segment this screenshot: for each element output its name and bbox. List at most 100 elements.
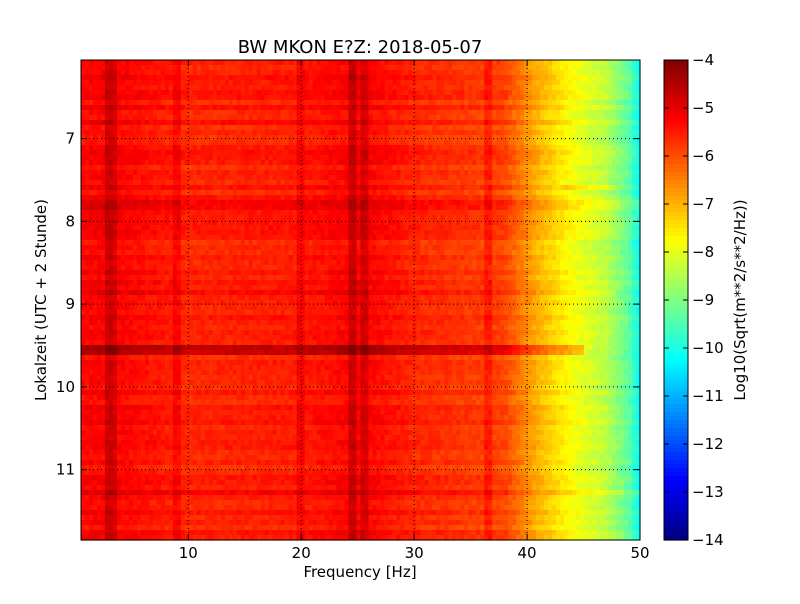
- heatmap-cell: [132, 220, 138, 226]
- heatmap-cell: [260, 145, 266, 151]
- heatmap-cell: [292, 165, 298, 171]
- heatmap-cell: [400, 115, 406, 121]
- heatmap-cell: [156, 170, 162, 176]
- heatmap-cell: [368, 195, 374, 201]
- heatmap-cell: [116, 135, 122, 141]
- heatmap-cell: [576, 200, 581, 206]
- heatmap-cell: [268, 230, 274, 236]
- heatmap-cell: [344, 165, 350, 171]
- heatmap-cell: [432, 85, 437, 91]
- heatmap-cell: [84, 85, 90, 91]
- heatmap-cell: [416, 220, 421, 226]
- heatmap-cell: [552, 130, 557, 136]
- heatmap-cell: [528, 205, 533, 211]
- heatmap-cell: [612, 205, 617, 211]
- heatmap-cell: [356, 205, 362, 211]
- heatmap-cell: [432, 70, 437, 76]
- heatmap-cell: [148, 235, 154, 241]
- heatmap-cell: [512, 175, 517, 181]
- heatmap-cell: [196, 110, 202, 116]
- heatmap-cell: [536, 70, 541, 76]
- heatmap-cell: [348, 140, 354, 146]
- heatmap-cell: [424, 100, 429, 106]
- heatmap-cell: [576, 75, 581, 81]
- heatmap-cell: [484, 165, 489, 171]
- heatmap-cell: [504, 230, 509, 236]
- heatmap-cell: [436, 200, 441, 206]
- heatmap-cell: [592, 185, 597, 191]
- heatmap-cell: [88, 180, 94, 186]
- heatmap-cell: [244, 230, 250, 236]
- heatmap-cell: [528, 105, 533, 111]
- heatmap-cell: [600, 210, 605, 216]
- heatmap-cell: [520, 205, 525, 211]
- heatmap-cell: [372, 165, 378, 171]
- heatmap-cell: [228, 215, 234, 221]
- heatmap-cell: [200, 195, 206, 201]
- heatmap-cell: [260, 180, 266, 186]
- heatmap-cell: [440, 205, 445, 211]
- heatmap-cell: [556, 80, 561, 86]
- heatmap-cell: [484, 220, 489, 226]
- heatmap-cell: [108, 135, 114, 141]
- heatmap-cell: [320, 195, 326, 201]
- heatmap-cell: [296, 90, 302, 96]
- heatmap-cell: [480, 155, 485, 161]
- heatmap-cell: [272, 85, 278, 91]
- heatmap-cell: [384, 175, 390, 181]
- heatmap-cell: [208, 150, 214, 156]
- heatmap-cell: [624, 210, 629, 216]
- heatmap-cell: [456, 230, 461, 236]
- heatmap-cell: [116, 125, 122, 131]
- heatmap-cell: [628, 205, 633, 211]
- heatmap-cell: [104, 205, 110, 211]
- heatmap-cell: [444, 205, 449, 211]
- heatmap-cell: [312, 145, 318, 151]
- heatmap-cell: [480, 195, 485, 201]
- heatmap-cell: [596, 95, 601, 101]
- heatmap-cell: [516, 145, 521, 151]
- heatmap-cell: [420, 105, 425, 111]
- heatmap-cell: [412, 195, 417, 201]
- heatmap-cell: [180, 195, 186, 201]
- heatmap-cell: [280, 75, 286, 81]
- heatmap-cell: [288, 105, 294, 111]
- heatmap-cell: [144, 125, 150, 131]
- heatmap-cell: [420, 165, 425, 171]
- heatmap-cell: [400, 160, 406, 166]
- heatmap-cell: [476, 100, 481, 106]
- heatmap-cell: [444, 70, 449, 76]
- heatmap-cell: [316, 155, 322, 161]
- heatmap-cell: [628, 80, 633, 86]
- heatmap-cell: [264, 125, 270, 131]
- heatmap-cell: [520, 110, 525, 116]
- heatmap-cell: [632, 120, 637, 126]
- heatmap-cell: [228, 210, 234, 216]
- heatmap-cell: [632, 100, 637, 106]
- heatmap-cell: [456, 165, 461, 171]
- heatmap-cell: [376, 75, 382, 81]
- heatmap-cell: [392, 65, 398, 71]
- heatmap-cell: [616, 215, 621, 221]
- heatmap-cell: [264, 140, 270, 146]
- heatmap-cell: [272, 220, 278, 226]
- heatmap-cell: [81, 190, 86, 196]
- heatmap-cell: [636, 225, 641, 231]
- heatmap-cell: [460, 115, 465, 121]
- heatmap-cell: [432, 150, 437, 156]
- heatmap-cell: [324, 115, 330, 121]
- heatmap-cell: [124, 180, 130, 186]
- heatmap-cell: [384, 165, 390, 171]
- heatmap-cell: [168, 195, 174, 201]
- heatmap-cell: [272, 115, 278, 121]
- heatmap-cell: [292, 130, 298, 136]
- heatmap-cell: [240, 230, 246, 236]
- heatmap-cell: [348, 60, 354, 66]
- heatmap-cell: [620, 80, 625, 86]
- heatmap-cell: [480, 110, 485, 116]
- heatmap-cell: [188, 235, 194, 241]
- heatmap-cell: [256, 195, 262, 201]
- heatmap-cell: [408, 150, 413, 156]
- heatmap-cell: [360, 165, 366, 171]
- heatmap-cell: [508, 230, 513, 236]
